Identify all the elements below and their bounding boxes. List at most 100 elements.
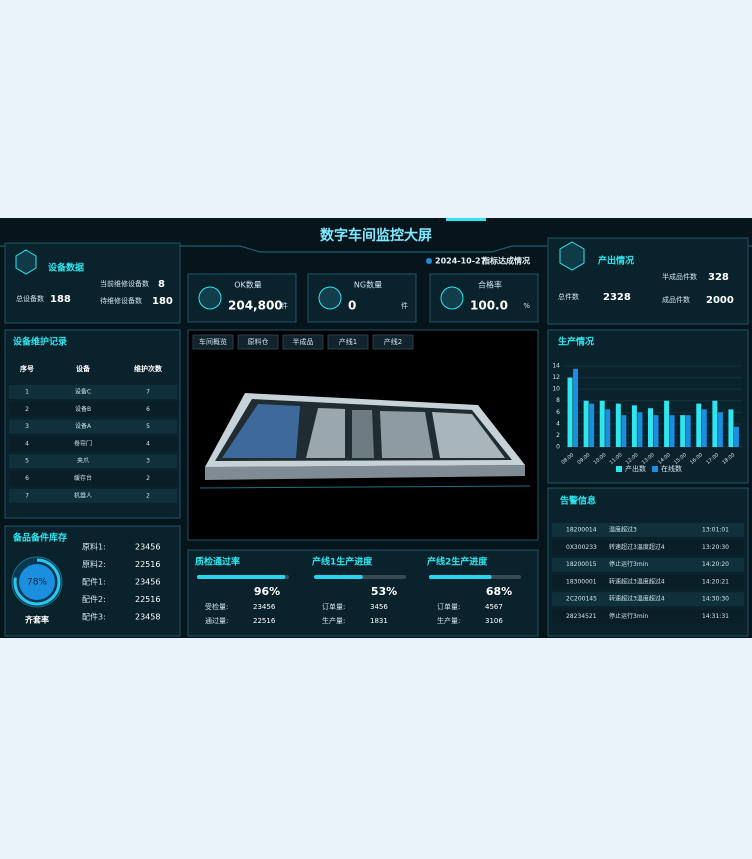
alert-cell: 14:20:21: [702, 578, 729, 585]
tab[interactable]: [237, 334, 279, 350]
alert-cell: 转速超过3温度超过4: [609, 595, 665, 603]
column-header: 序号: [19, 364, 34, 373]
icon: [440, 286, 464, 310]
item-value: 22516: [135, 560, 160, 569]
kpi-unit: 件: [281, 301, 288, 310]
item-name: 配件3:: [82, 612, 106, 622]
table-cell: 设备B: [75, 405, 91, 413]
model-zone: [380, 411, 433, 458]
alert-row: [552, 540, 744, 555]
y-tick-label: 0: [556, 444, 560, 451]
tab-label[interactable]: 半成品: [293, 337, 314, 346]
item-value: 23458: [135, 613, 160, 622]
bar: [615, 403, 621, 447]
date-dot: [426, 258, 432, 264]
bar: [717, 412, 723, 447]
alert-cell: 转速超过3温度超过4: [609, 543, 665, 551]
table-cell: 6: [146, 406, 150, 413]
bar: [728, 409, 734, 447]
alert-cell: 28234521: [566, 613, 597, 620]
item-name: 配件2:: [82, 594, 106, 604]
alert-cell: 13:01:01: [702, 527, 729, 534]
table-cell: 5: [25, 458, 29, 465]
alert-cell: 14:20:20: [702, 561, 729, 568]
progress-percent: 96%: [254, 585, 280, 598]
bar: [567, 377, 573, 447]
panel-title: 设备数据: [48, 262, 84, 274]
model-zone: [222, 404, 300, 458]
alert-cell: 13:20:30: [702, 544, 729, 551]
tab[interactable]: [192, 334, 234, 350]
progress-label: 生产量:: [437, 616, 460, 625]
header-accent: [446, 218, 486, 221]
alert-cell: 温度超过3: [609, 526, 637, 534]
table-cell: 3: [25, 423, 29, 430]
stat-label: 半成品件数: [662, 272, 697, 281]
table-row: [9, 471, 177, 486]
table-row: [9, 454, 177, 469]
gauge-caption: 齐套率: [24, 615, 49, 625]
progress-label: 受检量:: [205, 602, 228, 611]
bar: [685, 415, 691, 447]
gauge-fill: [19, 564, 55, 600]
bar: [573, 368, 579, 447]
bar: [733, 426, 739, 447]
stat-value: 2328: [603, 292, 631, 303]
table-row: [9, 402, 177, 417]
tab-label[interactable]: 产线2: [384, 337, 402, 346]
table-cell: 4: [146, 440, 150, 447]
panel-title: 备品备件库存: [12, 532, 67, 544]
table-cell: 6: [25, 475, 29, 482]
bar: [599, 400, 605, 447]
gauge-arc: [13, 558, 61, 606]
bar: [664, 400, 670, 447]
bar: [712, 400, 718, 447]
table-cell: 设备C: [75, 388, 91, 396]
table-cell: 夹爪: [77, 457, 89, 465]
stat-label: 当前维修设备数: [100, 279, 149, 288]
table-cell: 7: [25, 492, 29, 499]
table-cell: 2: [146, 492, 150, 499]
model-zone: [352, 410, 374, 458]
bar: [631, 405, 637, 447]
stat-value: 328: [708, 272, 729, 283]
progress-fill: [429, 575, 492, 579]
alert-row: [552, 523, 744, 537]
column-header: 维护次数: [134, 364, 163, 373]
kpi-value: 0: [348, 299, 356, 313]
table-cell: 卷帘门: [74, 439, 92, 447]
table-cell: 2: [25, 406, 29, 413]
bar: [653, 415, 659, 447]
date-caption: 指标达成情况: [482, 256, 530, 266]
kpi-label: OK数量: [234, 280, 262, 290]
stat-label: 总件数: [558, 292, 579, 301]
tab-label[interactable]: 产线1: [339, 337, 357, 346]
bar: [589, 403, 595, 447]
progress-title: 产线2生产进度: [427, 556, 488, 568]
legend-swatch: [616, 466, 622, 472]
tab[interactable]: [327, 334, 369, 350]
table-cell: 4: [25, 440, 29, 447]
progress-percent: 53%: [371, 585, 397, 598]
y-tick-label: 14: [552, 363, 560, 370]
kpi-label: NG数量: [354, 280, 382, 290]
progress-value: 3106: [485, 617, 503, 625]
item-value: 22516: [135, 595, 160, 604]
y-tick-label: 2: [556, 432, 560, 439]
item-value: 23456: [135, 578, 160, 587]
alert-cell: 停止运行3min: [609, 612, 648, 620]
tab-label[interactable]: 车间概览: [199, 337, 227, 346]
bar: [701, 409, 707, 447]
kpi-value: 204,800: [228, 299, 283, 313]
stat-label: 总设备数: [16, 294, 44, 303]
y-tick-label: 8: [556, 397, 560, 404]
tab[interactable]: [282, 334, 324, 350]
gauge-label: 78%: [27, 578, 47, 588]
table-cell: 机器人: [74, 491, 92, 499]
panel: [187, 549, 539, 637]
tab-label[interactable]: 原料仓: [248, 337, 269, 346]
bar: [669, 415, 675, 447]
table-cell: 缓存台: [74, 474, 92, 482]
tab[interactable]: [372, 334, 414, 350]
